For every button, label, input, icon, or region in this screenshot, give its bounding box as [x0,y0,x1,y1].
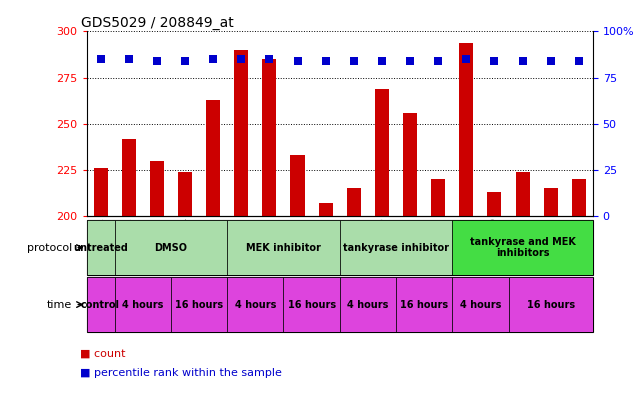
Bar [290,155,304,216]
Bar [453,277,508,332]
Bar [262,59,276,216]
Text: 16 hours: 16 hours [527,299,575,310]
Bar [487,192,501,216]
Text: 4 hours: 4 hours [460,299,501,310]
Text: GDS5029 / 208849_at: GDS5029 / 208849_at [81,17,234,30]
Point [489,58,499,64]
Point [152,58,162,64]
Bar [396,277,453,332]
Bar [115,220,227,275]
Point [349,58,359,64]
Point [574,58,584,64]
Point [405,58,415,64]
Point [377,58,387,64]
Bar [178,172,192,216]
Bar [150,161,164,216]
Text: untreated: untreated [73,242,128,253]
Point [433,58,444,64]
Bar [453,220,593,275]
Text: DMSO: DMSO [154,242,187,253]
Bar [403,113,417,216]
Bar [234,50,248,216]
Point [292,58,303,64]
Text: 4 hours: 4 hours [235,299,276,310]
Text: ■ count: ■ count [80,349,126,359]
Point [517,58,528,64]
Bar [227,220,340,275]
Bar [87,277,115,332]
Bar [572,179,586,216]
Text: 4 hours: 4 hours [122,299,163,310]
Bar [122,139,136,216]
Bar [431,179,445,216]
Bar [87,220,115,275]
Bar [544,188,558,216]
Point [320,58,331,64]
Text: MEK inhibitor: MEK inhibitor [246,242,321,253]
Bar [515,172,529,216]
Bar [340,277,396,332]
Point [208,56,218,62]
Text: 4 hours: 4 hours [347,299,388,310]
Text: protocol: protocol [27,242,72,253]
Bar [508,277,593,332]
Bar [347,188,361,216]
Bar [171,277,227,332]
Text: 16 hours: 16 hours [175,299,223,310]
Text: 16 hours: 16 hours [288,299,336,310]
Bar [227,277,283,332]
Text: tankyrase inhibitor: tankyrase inhibitor [343,242,449,253]
Bar [340,220,453,275]
Text: time: time [47,299,72,310]
Bar [283,277,340,332]
Point [462,56,472,62]
Point [96,56,106,62]
Bar [206,100,220,216]
Point [180,58,190,64]
Point [124,56,134,62]
Bar [115,277,171,332]
Point [236,56,246,62]
Bar [319,203,333,216]
Text: tankyrase and MEK
inhibitors: tankyrase and MEK inhibitors [470,237,576,258]
Bar [460,42,473,216]
Point [545,58,556,64]
Bar [94,168,108,216]
Point [264,56,274,62]
Text: ■ percentile rank within the sample: ■ percentile rank within the sample [80,368,282,378]
Bar [375,89,389,216]
Text: control: control [81,299,120,310]
Text: 16 hours: 16 hours [400,299,448,310]
